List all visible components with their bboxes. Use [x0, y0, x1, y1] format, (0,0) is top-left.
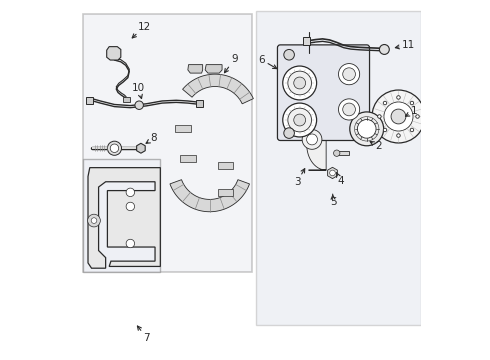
Bar	[83, 14, 252, 272]
Text: 4: 4	[337, 173, 343, 186]
Polygon shape	[328, 167, 338, 179]
Circle shape	[397, 96, 400, 99]
Circle shape	[283, 103, 317, 137]
Text: 1: 1	[406, 106, 417, 116]
Circle shape	[410, 101, 414, 105]
Circle shape	[330, 170, 335, 176]
Circle shape	[391, 109, 406, 124]
Text: 8: 8	[146, 133, 157, 143]
Polygon shape	[107, 47, 121, 60]
Circle shape	[107, 141, 122, 155]
Circle shape	[302, 130, 322, 149]
Text: 2: 2	[370, 141, 382, 152]
Circle shape	[294, 77, 306, 89]
Polygon shape	[137, 143, 145, 153]
Circle shape	[357, 120, 376, 138]
Circle shape	[126, 202, 135, 211]
Circle shape	[379, 45, 389, 54]
Bar	[218, 162, 233, 170]
Polygon shape	[88, 168, 160, 268]
Polygon shape	[205, 65, 222, 73]
Circle shape	[383, 101, 387, 105]
Polygon shape	[307, 119, 326, 170]
Circle shape	[135, 101, 144, 109]
Circle shape	[343, 68, 355, 81]
Bar	[218, 189, 233, 196]
Text: 9: 9	[224, 54, 238, 73]
Circle shape	[350, 112, 384, 146]
Circle shape	[383, 128, 387, 132]
Circle shape	[283, 66, 317, 100]
Bar	[175, 125, 191, 132]
Text: 11: 11	[395, 40, 415, 50]
Circle shape	[91, 218, 97, 224]
Bar	[256, 11, 421, 325]
Circle shape	[410, 128, 414, 132]
Text: 3: 3	[294, 169, 305, 187]
Circle shape	[416, 115, 419, 118]
Bar	[303, 37, 310, 45]
Circle shape	[288, 71, 312, 95]
Text: 10: 10	[132, 83, 145, 99]
Polygon shape	[183, 74, 253, 104]
Circle shape	[307, 134, 318, 145]
Circle shape	[88, 214, 100, 227]
Bar	[180, 155, 196, 162]
Circle shape	[126, 188, 135, 197]
Circle shape	[384, 102, 413, 131]
Circle shape	[126, 239, 135, 248]
Circle shape	[334, 150, 340, 156]
Circle shape	[397, 134, 400, 137]
Bar	[337, 151, 349, 155]
Circle shape	[339, 99, 360, 120]
Text: 5: 5	[330, 194, 337, 207]
Text: 12: 12	[132, 22, 151, 38]
Bar	[86, 97, 93, 104]
Text: 7: 7	[137, 326, 150, 343]
Bar	[83, 159, 160, 272]
Circle shape	[378, 115, 381, 118]
Circle shape	[372, 90, 425, 143]
Circle shape	[294, 114, 306, 126]
Polygon shape	[188, 65, 203, 73]
Circle shape	[284, 128, 294, 138]
Circle shape	[288, 108, 312, 132]
Bar	[196, 100, 203, 107]
Text: 6: 6	[259, 55, 277, 69]
Circle shape	[343, 103, 355, 116]
Circle shape	[284, 49, 294, 60]
Circle shape	[339, 64, 360, 85]
Polygon shape	[170, 180, 249, 212]
Bar	[123, 97, 130, 102]
FancyBboxPatch shape	[277, 45, 369, 140]
Circle shape	[110, 144, 119, 153]
